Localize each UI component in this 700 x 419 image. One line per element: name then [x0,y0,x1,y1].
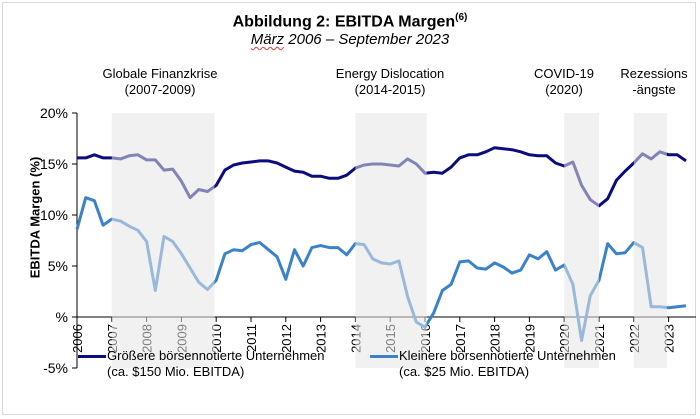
chart-title: Abbildung 2: EBITDA Margen(6) [232,12,468,31]
shaded-period-1 [355,113,427,368]
shaded-period-0 [111,113,215,368]
legend-label: Kleinere börsennotierte Unternehmen [399,348,616,363]
x-tick-label: 2018 [488,324,503,353]
legend-sublabel: (ca. $150 Mio. EBITDA) [107,364,245,379]
annotation-period: (2014-2015) [354,82,426,97]
legend-item-small: Kleinere börsennotierte Unternehmen (ca.… [370,348,670,382]
shaded-period-2 [564,113,599,368]
x-tick-label: 2006 [70,324,85,353]
y-tick-label: % [56,309,68,325]
x-tick-label: 2012 [279,324,294,353]
y-tick-label: 10% [40,207,68,223]
legend-item-large: Größere börsennotierte Unternehmen (ca. … [78,348,378,382]
annotation-label: Globale Finanzkrise [102,66,218,81]
annotation-period: -ängste [632,82,676,97]
x-tick-label: 2017 [453,324,468,353]
legend-sublabel: (ca. $25 Mio. EBITDA) [399,364,530,379]
annotation-period: (2007-2009) [124,82,196,97]
shaded-period-3 [633,113,667,368]
y-tick-label: 5% [48,258,68,274]
chart-frame [2,2,696,415]
annotation-label: COVID-19 [534,66,594,81]
annotation-energy-dislocation: Energy Dislocation (2014-2015) [290,66,490,98]
x-tick-label: 2013 [314,324,329,353]
annotation-label: Energy Dislocation [335,66,445,81]
x-tick-label: 2019 [522,324,537,353]
annotation-financial-crisis: Globale Finanzkrise (2007-2009) [60,66,260,98]
annotation-covid: COVID-19 (2020) [524,66,604,98]
chart-subtitle: März 2006 – September 2023 [250,31,450,48]
y-tick-label: -5% [43,360,68,376]
legend-label: Größere börsennotierte Unternehmen [107,348,325,363]
annotation-period: (2020) [545,82,583,97]
y-tick-label: 20% [40,105,68,121]
legend-swatch-small [370,355,398,358]
legend-swatch-large [78,355,106,358]
y-tick-label: 15% [40,156,68,172]
annotation-label: Rezessions [620,66,688,81]
annotation-recession-fears: Rezessions -ängste [612,66,696,98]
x-tick-label: 2011 [244,324,259,352]
